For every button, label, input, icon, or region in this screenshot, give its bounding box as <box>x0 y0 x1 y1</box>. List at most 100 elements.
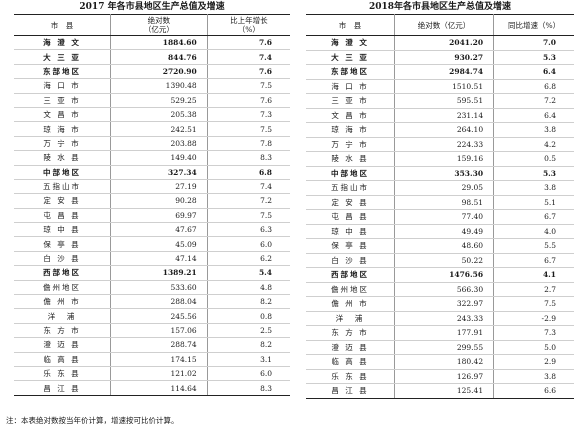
table-row: 中部地区 353.30 5.3 <box>306 166 574 181</box>
header-growth: 同比增速（%） <box>493 14 574 36</box>
cell-region-name: 三 亚 市 <box>306 93 395 109</box>
cell-gdp-value: 121.02 <box>110 366 208 382</box>
cell-region-name: 海 口 市 <box>306 79 395 94</box>
table-row: 西部地区 1476.56 4.1 <box>306 267 574 283</box>
cell-growth-rate: 3.1 <box>207 352 290 367</box>
cell-gdp-value: 125.41 <box>394 383 495 399</box>
cell-region-name: 洋 浦 <box>14 308 112 324</box>
cell-growth-rate: 7.2 <box>207 193 290 209</box>
cell-gdp-value: 47.67 <box>110 222 208 238</box>
cell-gdp-value: 322.97 <box>394 296 495 312</box>
cell-region-name: 澄 迈 县 <box>306 340 395 355</box>
cell-region-name: 儋 州 市 <box>306 296 395 312</box>
table-row: 东部地区 2720.90 7.6 <box>14 64 290 80</box>
cell-growth-rate: 7.5 <box>493 296 574 312</box>
footnote: 注：本表绝对数按当年价计算，增速按可比价计算。 <box>6 416 179 425</box>
cell-growth-rate: 6.4 <box>493 108 574 123</box>
cell-region-name: 陵 水 县 <box>14 150 112 166</box>
cell-growth-rate: 6.7 <box>493 209 574 225</box>
cell-region-name: 万 宁 市 <box>14 136 112 152</box>
cell-region-name: 三 亚 市 <box>14 93 112 108</box>
cell-region-name: 琼 海 市 <box>306 122 395 138</box>
cell-gdp-value: 29.05 <box>394 180 495 196</box>
cell-growth-rate: 7.3 <box>493 325 574 341</box>
cell-gdp-value: 529.25 <box>110 93 208 108</box>
cell-region-name: 文 昌 市 <box>14 107 112 123</box>
cell-region-name: 屯 昌 县 <box>14 208 112 224</box>
cell-gdp-value: 327.34 <box>110 165 208 180</box>
cell-gdp-value: 288.74 <box>110 337 208 353</box>
table-2017-panel: 2017 年各市县地区生产总值及增速 市 县 绝对数 （亿元） 比上年增长 （%） … <box>14 0 290 396</box>
table-row: 澄 迈 县 288.74 8.2 <box>14 337 290 353</box>
cell-growth-rate: 7.3 <box>207 107 290 123</box>
cell-gdp-value: 595.51 <box>394 93 495 109</box>
table-row: 洋 浦 243.33 -2.9 <box>306 311 574 326</box>
cell-region-name: 文 昌 市 <box>306 108 395 123</box>
cell-growth-rate: 7.5 <box>207 78 290 94</box>
cell-region-name: 大 三 亚 <box>306 50 395 65</box>
cell-gdp-value: 49.49 <box>394 224 495 239</box>
cell-growth-rate: 6.4 <box>493 64 574 80</box>
cell-region-name: 儋州地区 <box>14 280 112 296</box>
cell-gdp-value: 242.51 <box>110 121 208 137</box>
cell-gdp-value: 299.55 <box>394 340 495 355</box>
cell-gdp-value: 114.64 <box>110 380 208 396</box>
cell-region-name: 保 亭 县 <box>306 238 395 254</box>
table-row: 儋州地区 533.60 4.8 <box>14 280 290 296</box>
cell-gdp-value: 2041.20 <box>394 35 495 51</box>
cell-region-name: 临 高 县 <box>14 352 112 367</box>
table-row: 五指山市 27.19 7.4 <box>14 179 290 195</box>
cell-gdp-value: 98.51 <box>394 195 495 210</box>
table-row: 东部地区 2984.74 6.4 <box>306 64 574 80</box>
cell-gdp-value: 157.06 <box>110 323 208 339</box>
cell-region-name: 屯 昌 县 <box>306 209 395 225</box>
table-row: 屯 昌 县 77.40 6.7 <box>306 209 574 225</box>
cell-region-name: 定 安 县 <box>306 195 395 210</box>
cell-growth-rate: 5.5 <box>493 238 574 254</box>
table-row: 文 昌 市 205.38 7.3 <box>14 107 290 123</box>
table-row: 陵 水 县 159.16 0.5 <box>306 151 574 167</box>
cell-gdp-value: 264.10 <box>394 122 495 138</box>
cell-gdp-value: 180.42 <box>394 354 495 370</box>
table-row: 琼 中 县 49.49 4.0 <box>306 224 574 239</box>
cell-region-name: 海 澄 文 <box>306 35 395 51</box>
table-row: 屯 昌 县 69.97 7.5 <box>14 208 290 224</box>
cell-region-name: 琼 中 县 <box>306 224 395 239</box>
table-row: 白 沙 县 50.22 6.7 <box>306 253 574 268</box>
table-row: 昌 江 县 114.64 8.3 <box>14 380 290 396</box>
table-2017-title: 2017 年各市县地区生产总值及增速 <box>79 2 225 12</box>
cell-growth-rate: 2.5 <box>207 323 290 339</box>
cell-growth-rate: 2.9 <box>493 354 574 370</box>
table-2017-body: 海 澄 文 1884.60 7.6 大 三 亚 844.76 7.4 东部地区 2720.90… <box>14 35 290 396</box>
table-row: 乐 东 县 126.97 3.8 <box>306 369 574 384</box>
cell-gdp-value: 203.88 <box>110 136 208 152</box>
table-row: 东 方 市 177.91 7.3 <box>306 325 574 341</box>
cell-region-name: 澄 迈 县 <box>14 337 112 353</box>
table-row: 陵 水 县 149.40 8.3 <box>14 150 290 166</box>
cell-gdp-value: 533.60 <box>110 280 208 296</box>
cell-region-name: 白 沙 县 <box>14 251 112 267</box>
cell-region-name: 保 亭 县 <box>14 236 112 252</box>
cell-growth-rate: 6.6 <box>493 383 574 399</box>
cell-growth-rate: 8.3 <box>207 380 290 396</box>
table-row: 琼 海 市 264.10 3.8 <box>306 122 574 138</box>
cell-gdp-value: 90.28 <box>110 193 208 209</box>
cell-gdp-value: 245.56 <box>110 308 208 324</box>
cell-growth-rate: 8.3 <box>207 150 290 166</box>
header-city: 市 县 <box>306 14 395 36</box>
table-2017: 市 县 绝对数 （亿元） 比上年增长 （%） 海 澄 文 1884.60 7.6 大 三 … <box>14 14 290 396</box>
cell-growth-rate: 6.7 <box>493 253 574 268</box>
cell-growth-rate: 2.7 <box>493 282 574 297</box>
cell-growth-rate: 7.4 <box>207 49 290 65</box>
table-row: 临 高 县 180.42 2.9 <box>306 354 574 370</box>
cell-region-name: 昌 江 县 <box>14 380 112 396</box>
cell-gdp-value: 224.33 <box>394 137 495 152</box>
cell-region-name: 五指山市 <box>306 180 395 196</box>
table-2018-title: 2018年各市县地区生产总值及增速 <box>368 2 512 12</box>
cell-region-name: 西部地区 <box>14 265 112 281</box>
table-row: 西部地区 1389.21 5.4 <box>14 265 290 281</box>
cell-growth-rate: 6.2 <box>207 251 290 267</box>
cell-gdp-value: 77.40 <box>394 209 495 225</box>
cell-region-name: 中部地区 <box>306 166 395 181</box>
table-row: 保 亭 县 48.60 5.5 <box>306 238 574 254</box>
